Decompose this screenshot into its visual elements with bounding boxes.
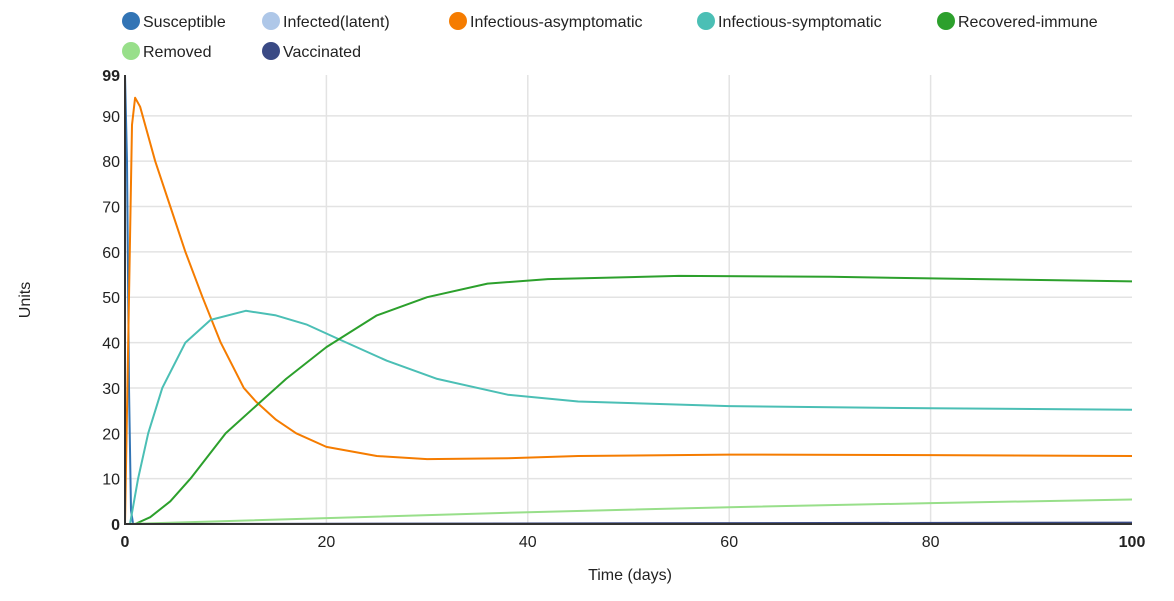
- legend-swatch-icon: [697, 12, 715, 30]
- series-line-removed: [124, 498, 1133, 525]
- legend-label: Recovered-immune: [958, 14, 1098, 31]
- y-tick-label: 40: [102, 336, 120, 353]
- legend-label: Susceptible: [143, 14, 226, 31]
- x-tick-label: 80: [922, 534, 940, 551]
- legend-label: Vaccinated: [283, 44, 361, 61]
- y-tick-label: 60: [102, 245, 120, 262]
- series-line-infectious-asymptomatic: [124, 96, 1133, 525]
- legend-swatch-icon: [122, 12, 140, 30]
- x-tick-label: 20: [318, 534, 336, 551]
- y-tick-label: 99: [102, 68, 120, 85]
- series-line-susceptible: [124, 74, 1132, 525]
- y-tick-label: 80: [102, 154, 120, 171]
- legend-item[interactable]: Infectious-symptomatic: [697, 12, 882, 31]
- y-tick-label: 50: [102, 290, 120, 307]
- legend-label: Removed: [143, 44, 211, 61]
- legend-swatch-icon: [262, 12, 280, 30]
- x-axis-label: Time (days): [588, 567, 672, 584]
- y-axis-label: Units: [17, 282, 34, 318]
- y-tick-label: 30: [102, 381, 120, 398]
- legend-item[interactable]: Infected(latent): [262, 12, 390, 31]
- y-tick-label: 70: [102, 200, 120, 217]
- legend-label: Infected(latent): [283, 14, 390, 31]
- legend-swatch-icon: [449, 12, 467, 30]
- legend-item[interactable]: Vaccinated: [262, 42, 361, 61]
- x-tick-label: 0: [121, 534, 130, 551]
- legend-swatch-icon: [122, 42, 140, 60]
- y-tick-label: 10: [102, 472, 120, 489]
- legend-item[interactable]: Infectious-asymptomatic: [449, 12, 643, 31]
- x-tick-label: 60: [720, 534, 738, 551]
- y-tick-label: 20: [102, 426, 120, 443]
- legend-label: Infectious-asymptomatic: [470, 14, 643, 31]
- x-tick-label: 100: [1119, 534, 1146, 551]
- x-tick-label: 40: [519, 534, 537, 551]
- legend-swatch-icon: [937, 12, 955, 30]
- series-line-recovered-immune: [125, 274, 1133, 525]
- series-line-infectious-symptomatic: [125, 309, 1133, 525]
- legend-item[interactable]: Removed: [122, 42, 211, 61]
- legend-item[interactable]: Susceptible: [122, 12, 226, 31]
- legend-label: Infectious-symptomatic: [718, 14, 882, 31]
- legend-swatch-icon: [262, 42, 280, 60]
- y-tick-label: 0: [111, 517, 120, 534]
- legend-item[interactable]: Recovered-immune: [937, 12, 1098, 31]
- y-tick-label: 90: [102, 109, 120, 126]
